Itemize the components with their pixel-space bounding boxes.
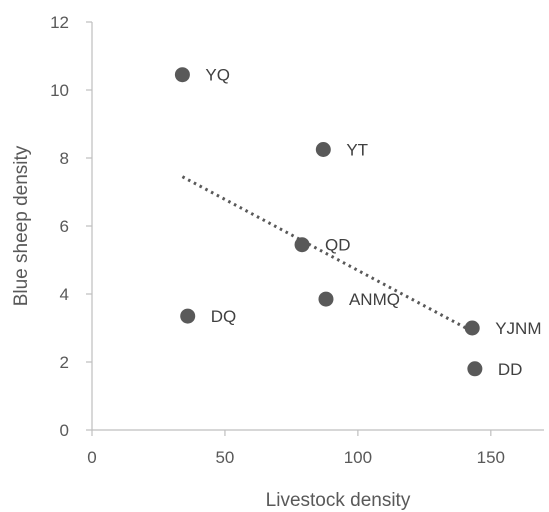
y-tick-label: 4 — [60, 285, 69, 304]
plot-area: 0 2 4 6 8 10 12 0 50 100 150 YQ YT QD ANMQ DQ YJNM DD — [50, 13, 544, 467]
x-tick-label: 100 — [344, 448, 372, 467]
data-label: ANMQ — [349, 290, 400, 309]
x-axis-title: Livestock density — [266, 490, 411, 511]
data-label: YQ — [205, 66, 230, 85]
x-tick-label: 50 — [215, 448, 234, 467]
data-label: DQ — [211, 307, 237, 326]
data-point — [174, 67, 190, 83]
data-points — [174, 67, 483, 377]
trendline — [181, 175, 473, 333]
data-point — [464, 320, 480, 336]
data-point — [318, 291, 334, 307]
x-tick-label: 150 — [477, 448, 505, 467]
x-tick-label: 0 — [87, 448, 96, 467]
y-tick-label: 10 — [50, 81, 69, 100]
data-point — [467, 361, 483, 377]
data-labels: YQ YT QD ANMQ DQ YJNM DD — [205, 66, 541, 379]
data-point — [315, 142, 331, 157]
data-label: QD — [325, 236, 351, 255]
x-axis-ticks: 0 50 100 150 — [87, 430, 505, 467]
y-axis-ticks: 0 2 4 6 8 10 12 — [50, 13, 92, 440]
y-axis-title: Blue sheep density — [11, 145, 32, 306]
data-label: YJNM — [495, 319, 541, 338]
data-point — [180, 308, 196, 324]
y-tick-label: 0 — [60, 421, 69, 440]
data-label: YT — [346, 141, 368, 160]
y-tick-label: 12 — [50, 13, 69, 32]
y-tick-label: 6 — [60, 217, 69, 236]
data-point — [294, 237, 310, 253]
y-tick-label: 8 — [60, 149, 69, 168]
y-tick-label: 2 — [60, 353, 69, 372]
data-label: DD — [498, 360, 523, 379]
